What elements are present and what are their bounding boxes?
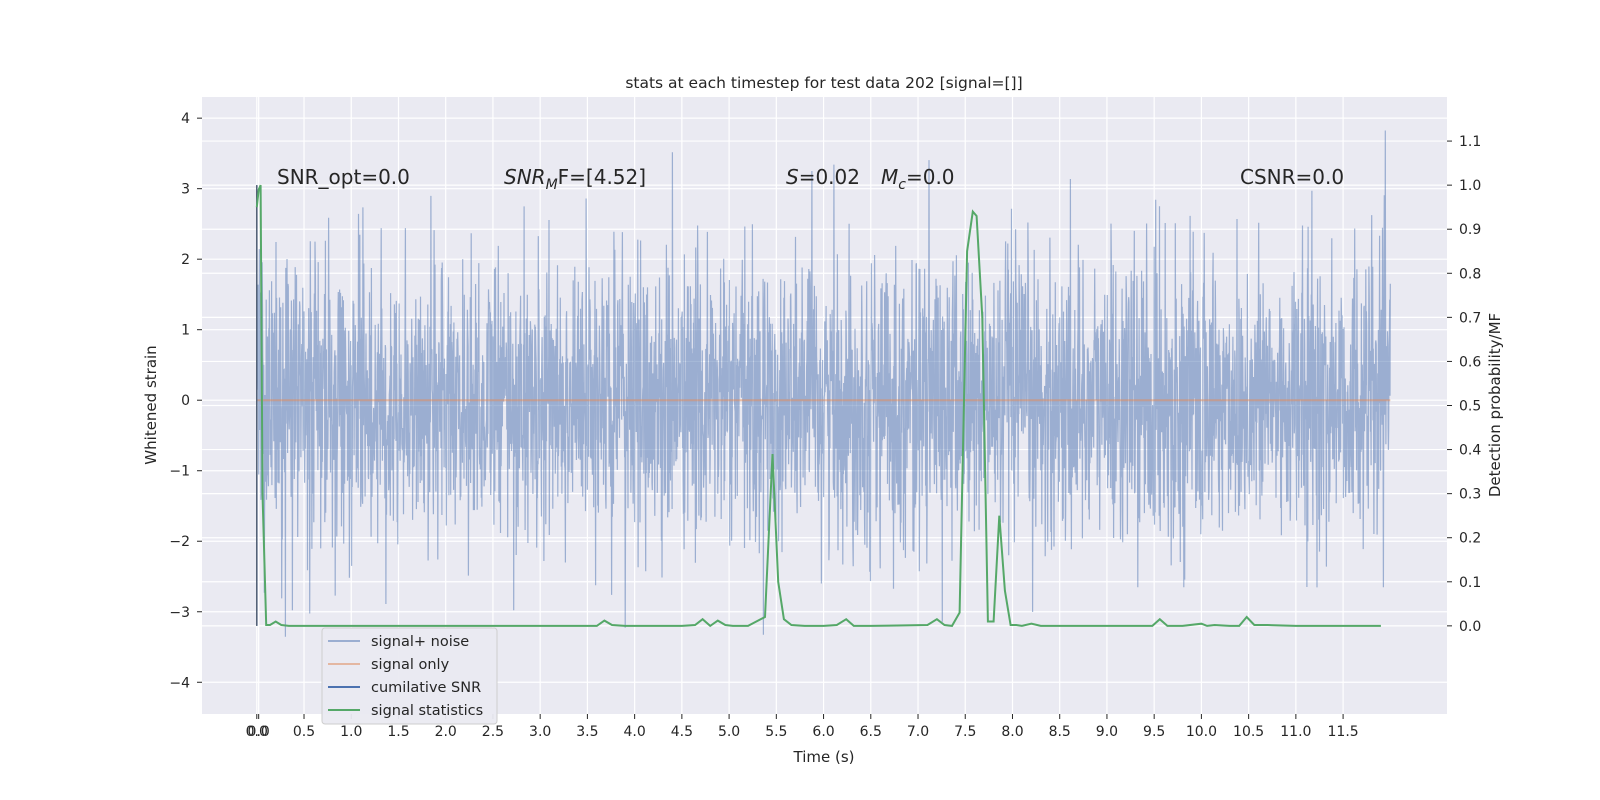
series-signal-noise [256,130,1391,637]
x-tick-label: 9.0 [1096,724,1118,740]
x-tick-label: 0.0 [246,724,268,740]
annotation-s-label: S [786,165,799,189]
x-tick-label: 5.0 [718,724,740,740]
annotation-mc: Mc=0.0 [881,165,955,193]
legend-label-signal-noise: signal+ noise [371,634,469,650]
y-tick-label-left: −3 [169,605,190,621]
y-tick-label-right: 0.2 [1459,531,1481,547]
annotation-s: S=0.02 [786,165,860,189]
x-tick-label: 8.0 [1001,724,1023,740]
annotation-mc-value: =0.0 [906,165,955,189]
y-tick-label-left: 2 [181,252,190,268]
y-tick-label-left: −1 [169,464,190,480]
y-tick-label-right: 0.6 [1459,354,1481,370]
annotation-mc-label: M [881,165,898,189]
y-tick-label-right: 0.3 [1459,487,1481,503]
y-tick-label-right: 0.9 [1459,222,1481,238]
y-tick-label-right: 0.8 [1459,266,1481,282]
annotation-s-value: =0.02 [799,165,860,189]
legend: signal+ noise signal only cumilative SNR… [321,627,498,725]
annotation-snr-mf: SNRMF=[4.52] [504,165,646,193]
x-tick-label: 4.0 [623,724,645,740]
y-tick-label-right: 1.1 [1459,134,1481,150]
signal-noise-trace [256,130,1391,637]
annotation-csnr: CSNR=0.0 [1240,165,1344,189]
y-tick-label-right: 1.0 [1459,178,1481,194]
x-tick-label: 8.5 [1049,724,1071,740]
x-tick-label: 7.0 [907,724,929,740]
x-tick-label: 6.0 [812,724,834,740]
x-tick-label: 3.5 [576,724,598,740]
y-axis-label-right: Detection probability/MF [1486,313,1504,497]
legend-label-signal-statistics: signal statistics [371,703,483,719]
annotation-mc-sub: c [898,177,906,193]
y-tick-label-right: 0.0 [1459,619,1481,635]
y-tick-label-right: 0.5 [1459,399,1481,415]
y-tick-label-left: 0 [181,393,190,409]
legend-box [321,627,498,725]
legend-label-signal-only: signal only [371,657,450,673]
series-lines [255,184,1391,628]
x-tick-label: 1.0 [340,724,362,740]
x-tick-label: 3.0 [529,724,551,740]
y-tick-label-left: 1 [181,323,190,339]
x-tick-label: 7.5 [954,724,976,740]
axis-ticks: 0.0 0.0 0.5 1.0 1.5 2.0 2.5 3.0 3.5 4.0 4.5 5.0 5.5 6… [169,111,1481,740]
x-tick-label: 2.5 [482,724,504,740]
x-tick-label: 4.5 [671,724,693,740]
x-axis-label: Time (s) [793,748,855,766]
y-tick-label-left: −4 [169,675,190,691]
annotation-snr-mf-sub: M [546,177,558,193]
x-tick-label: 11.0 [1280,724,1311,740]
annotation-snr-opt: SNR_opt=0.0 [277,165,410,189]
x-tick-label: 9.5 [1143,724,1165,740]
x-tick-label: 10.0 [1186,724,1217,740]
y-tick-label-left: 3 [181,182,190,198]
y-tick-label-left: −2 [169,534,190,550]
x-tick-label: 10.5 [1233,724,1264,740]
signal-statistics-line [255,184,1381,628]
x-tick-label: 5.5 [765,724,787,740]
x-tick-label: 0.5 [293,724,315,740]
y-tick-label-left: 4 [181,111,190,127]
x-tick-label: 11.5 [1328,724,1359,740]
legend-label-cumulative-snr: cumilative SNR [371,680,481,696]
annotation-snr-mf-tail: F=[4.52] [558,165,646,189]
x-tick-label: 6.5 [860,724,882,740]
chart-title: stats at each timestep for test data 202… [625,74,1022,92]
y-tick-label-right: 0.7 [1459,310,1481,326]
y-tick-label-right: 0.4 [1459,443,1481,459]
x-tick-label: 0.0 [248,724,270,740]
y-axis-label-left: Whitened strain [142,345,160,464]
annotation-snr-mf-label: SNR [504,165,546,189]
x-tick-label: 2.0 [435,724,457,740]
x-tick-label: 1.5 [387,724,409,740]
y-tick-label-right: 0.1 [1459,575,1481,591]
